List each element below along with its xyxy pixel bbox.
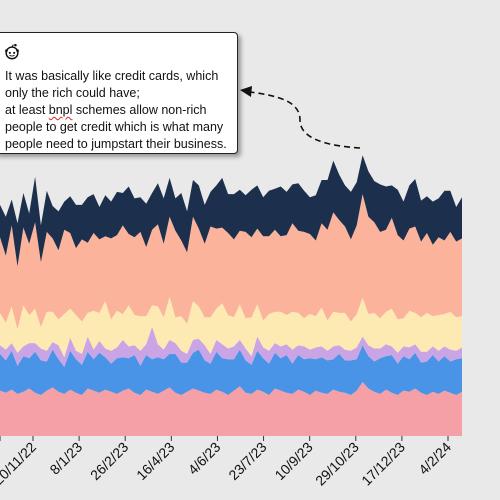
x-tick-label: 4/2/24 — [415, 439, 454, 478]
x-tick-label: 20/11/22 — [0, 439, 39, 488]
x-axis-ticks: 20/11/22 8/1/23 26/2/23 16/4/23 4/6/23 23/7/2… — [0, 436, 454, 489]
area-series-6 — [0, 155, 462, 267]
reddit-icon — [5, 43, 19, 60]
comment-line-1: It was basically like credit cards, whic… — [5, 69, 219, 83]
comment-line-2: only the rich could have; — [5, 86, 140, 100]
spellcheck-word: bnpl — [48, 103, 73, 117]
comment-text: It was basically like credit cards, whic… — [5, 68, 231, 153]
x-tick-label: 23/7/23 — [225, 439, 269, 483]
area-series-2 — [0, 345, 462, 395]
x-tick-label: 17/12/23 — [358, 439, 408, 489]
area-series-3 — [0, 326, 462, 367]
x-tick-label: 26/2/23 — [87, 439, 131, 483]
comment-line-3-start: at least — [5, 103, 49, 117]
comment-callout: It was basically like credit cards, whic… — [0, 32, 238, 154]
x-tick-label: 29/10/23 — [312, 439, 362, 489]
x-tick-label: 4/6/23 — [185, 439, 224, 478]
area-series-1 — [0, 382, 462, 436]
comment-line-3-end: schemes allow non-rich — [72, 103, 207, 117]
area-layers — [0, 155, 462, 436]
area-series-4 — [0, 296, 462, 358]
comment-line-4: people to get credit which is what many — [5, 120, 224, 134]
x-tick-label: 16/4/23 — [133, 439, 177, 483]
comment-line-3: at least bnpl schemes allow non-rich — [5, 102, 231, 119]
x-tick-label: 10/9/23 — [271, 439, 315, 483]
callout-arrowhead — [240, 86, 252, 97]
area-series-5 — [0, 194, 462, 330]
x-tick-label: 8/1/23 — [46, 439, 85, 478]
callout-arrow — [249, 91, 361, 149]
comment-line-5: people need to jumpstart their business. — [5, 137, 227, 151]
